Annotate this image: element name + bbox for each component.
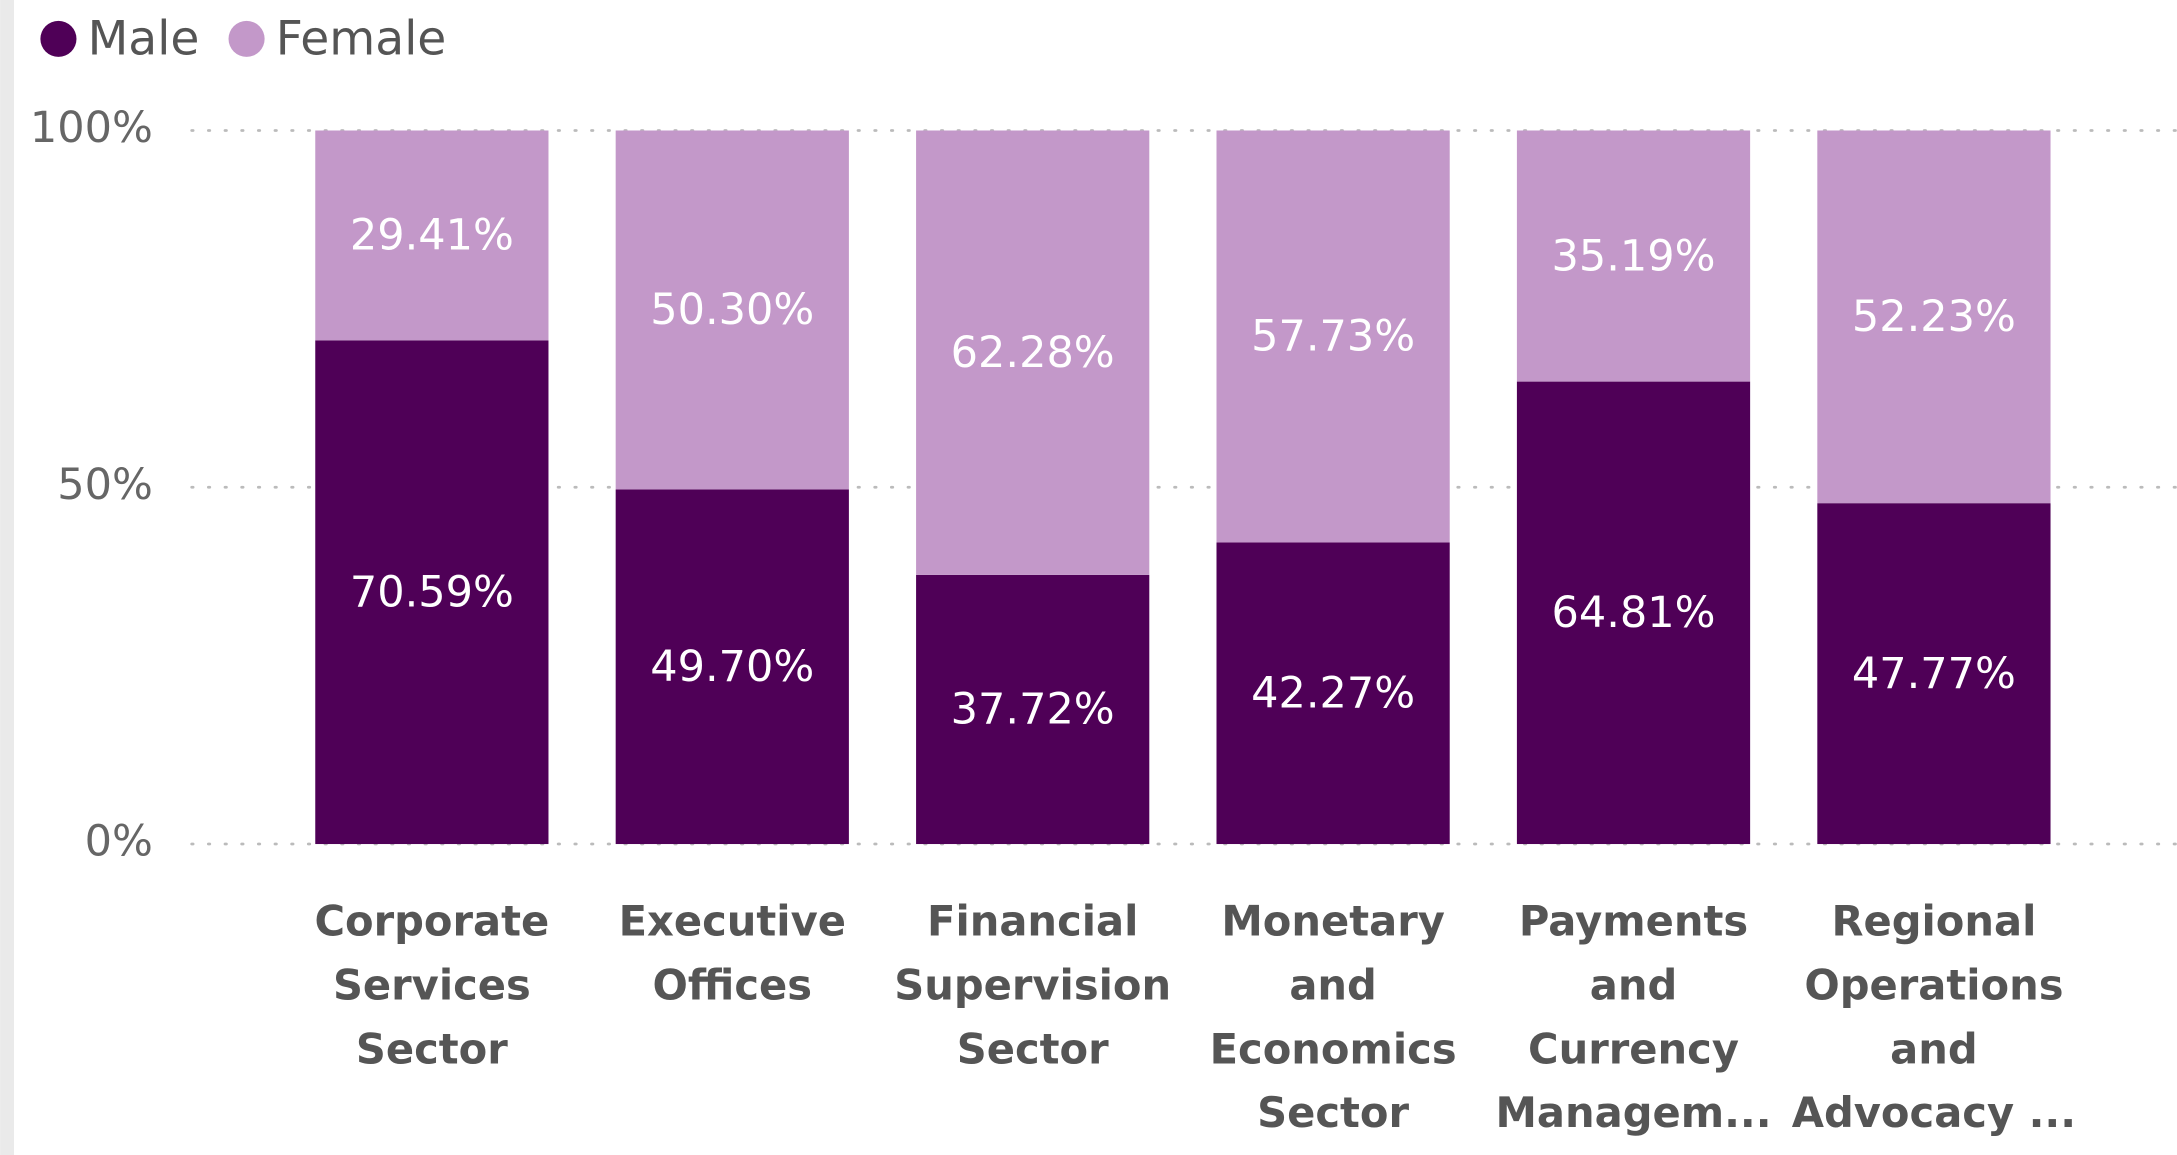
x-tick-label-line: and	[1890, 1024, 1978, 1073]
x-tick-label-line: Economics	[1210, 1024, 1457, 1073]
legend-swatch	[228, 20, 265, 57]
x-tick-label-line: Corporate	[314, 897, 549, 946]
x-tick-label-line: Managem...	[1495, 1088, 1771, 1137]
x-tick-label-line: Currency	[1528, 1024, 1739, 1073]
x-tick-label-line: Advocacy ...	[1792, 1088, 2076, 1137]
x-tick-label: Payments and Currency Managem...	[1495, 897, 1771, 1138]
data-label: 35.19%	[1552, 231, 1716, 281]
data-label: 50.30%	[650, 285, 814, 335]
y-tick-label: 50%	[57, 460, 153, 510]
data-label: 62.28%	[951, 328, 1115, 378]
x-tick-label-line: Regional	[1831, 897, 2036, 946]
bar-segment	[1817, 130, 2051, 504]
bar-segment	[1216, 542, 1450, 845]
bar-segment	[1216, 130, 1450, 543]
data-label: 49.70%	[650, 642, 814, 692]
bar-segment	[615, 489, 849, 845]
x-tick-label-line: Executive	[619, 897, 846, 946]
x-tick-label: Corporate Services Sector	[314, 897, 549, 1074]
bar-segment	[1516, 130, 1751, 382]
x-tick-label-line: Offices	[653, 960, 813, 1009]
x-tick-label-line: Services	[333, 960, 531, 1009]
bar-segment	[916, 574, 1150, 845]
x-tick-label-line: Payments	[1519, 897, 1748, 946]
x-tick-label: Regional Operations and Advocacy ...	[1792, 897, 2076, 1138]
x-tick-label-line: Sector	[957, 1024, 1109, 1073]
x-tick-label-line: Operations	[1804, 960, 2063, 1009]
data-label: 29.41%	[350, 211, 514, 261]
data-label: 57.73%	[1251, 312, 1415, 362]
x-tick-label-line: Sector	[1257, 1088, 1409, 1137]
legend-label: Female	[276, 12, 447, 67]
bar-segment	[615, 130, 849, 490]
x-tick-label-line: Monetary	[1221, 897, 1445, 946]
x-tick-label-line: and	[1289, 960, 1377, 1009]
x-tick-label-line: Sector	[356, 1024, 508, 1073]
x-tick-label-line: Supervision	[894, 960, 1171, 1009]
legend-label: Male	[88, 12, 200, 67]
side-border	[0, 0, 15, 1155]
data-label: 52.23%	[1852, 292, 2016, 342]
bar-segment	[315, 340, 549, 845]
x-tick-label: Financial Supervision Sector	[894, 897, 1171, 1074]
bar-segment	[1817, 503, 2051, 845]
data-label: 42.27%	[1251, 669, 1415, 719]
y-tick-label: 100%	[30, 103, 153, 153]
data-label: 47.77%	[1852, 649, 2016, 699]
x-tick-label: Monetary and Economics Sector	[1210, 897, 1457, 1138]
y-tick-label: 0%	[85, 817, 153, 867]
data-label: 37.72%	[951, 685, 1115, 735]
bar-segment	[916, 130, 1150, 575]
x-tick-label: Executive Offices	[619, 897, 846, 1010]
data-label: 70.59%	[350, 567, 514, 617]
data-label: 64.81%	[1552, 588, 1716, 638]
x-tick-label-line: Financial	[927, 897, 1138, 946]
bar-segment	[315, 130, 549, 341]
bar-segment	[1516, 381, 1751, 845]
legend-swatch	[40, 20, 77, 57]
x-tick-label-line: and	[1590, 960, 1678, 1009]
